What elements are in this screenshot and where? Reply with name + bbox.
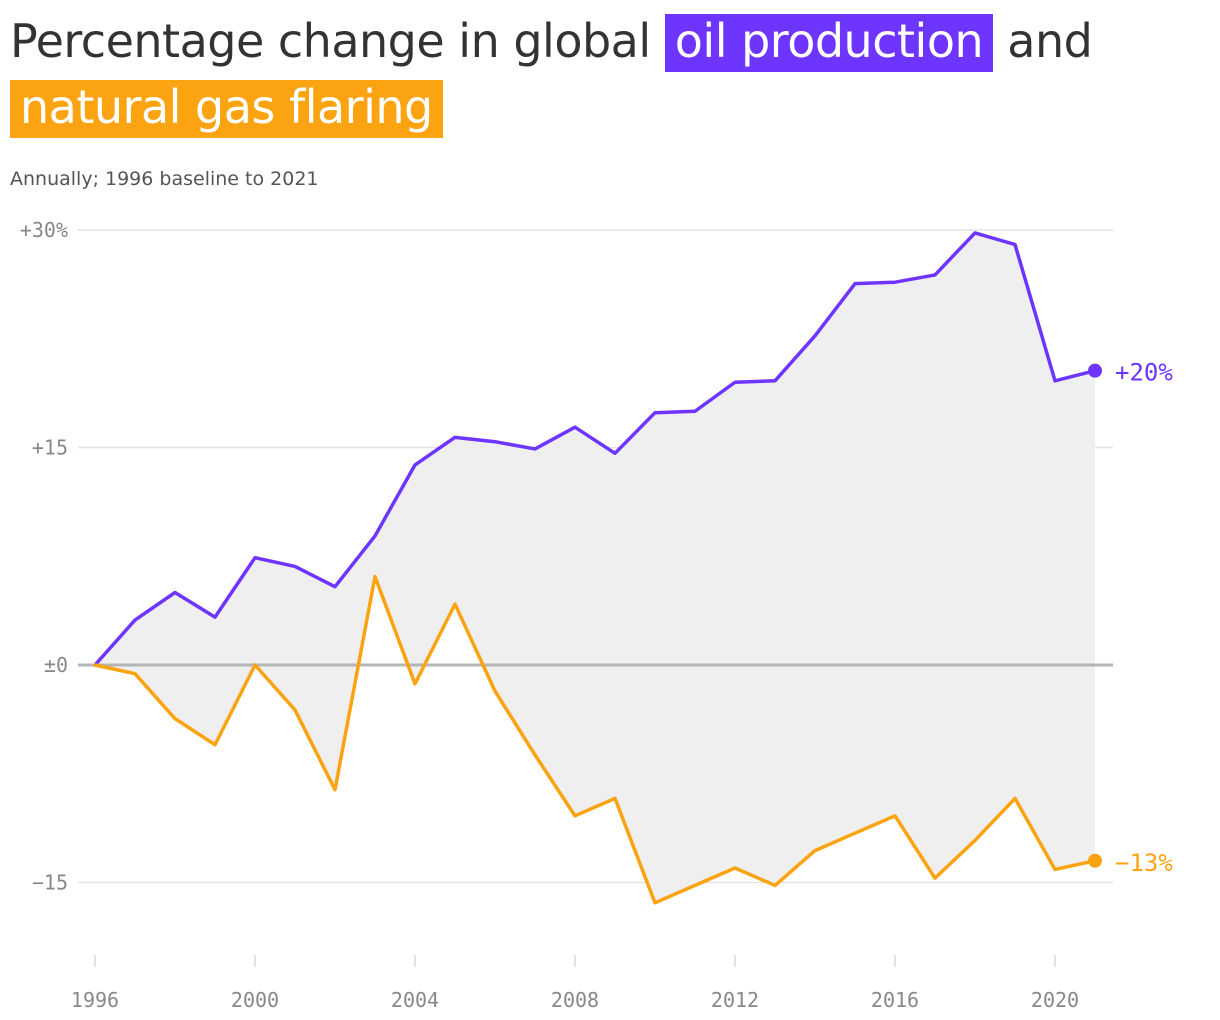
oil-production-highlight: oil production <box>664 14 994 72</box>
chart-title: Percentage change in global oil producti… <box>10 8 1210 140</box>
series-lines <box>93 231 1102 905</box>
axis-labels: +30% +15 ±0 −15 1996 2000 2004 2008 2012 2016 2020… <box>20 218 1174 1012</box>
title-middle: and <box>1007 14 1093 68</box>
x-tick-label: 2016 <box>871 988 919 1012</box>
x-tick-label: 2012 <box>711 988 759 1012</box>
gas-flaring-highlight: natural gas flaring <box>10 80 443 138</box>
difference-area <box>95 232 1095 903</box>
x-tick-label: 1996 <box>71 988 119 1012</box>
y-tick-label: ±0 <box>44 653 68 677</box>
gas-end-point <box>1088 853 1102 868</box>
x-tick-label: 2004 <box>391 988 439 1012</box>
gas-end-label: −13% <box>1115 849 1173 877</box>
x-tick-label: 2000 <box>231 988 279 1012</box>
y-tick-label: −15 <box>32 871 68 895</box>
title-prefix: Percentage change in global <box>10 14 651 68</box>
y-tick-label: +15 <box>32 436 68 460</box>
chart-subtitle: Annually; 1996 baseline to 2021 <box>10 168 319 190</box>
x-tick-label: 2020 <box>1031 988 1079 1012</box>
oil-end-point <box>1088 363 1102 378</box>
oil-production-line <box>93 231 1097 667</box>
x-tick-label: 2008 <box>551 988 599 1012</box>
title-line-1: Percentage change in global oil producti… <box>10 8 1210 74</box>
y-tick-label: +30% <box>20 218 68 242</box>
difference-fill <box>95 232 1095 903</box>
x-axis <box>94 955 1056 967</box>
oil-end-label: +20% <box>1115 359 1173 387</box>
title-line-2: natural gas flaring <box>10 74 1210 140</box>
gas-flaring-line <box>93 574 1097 905</box>
